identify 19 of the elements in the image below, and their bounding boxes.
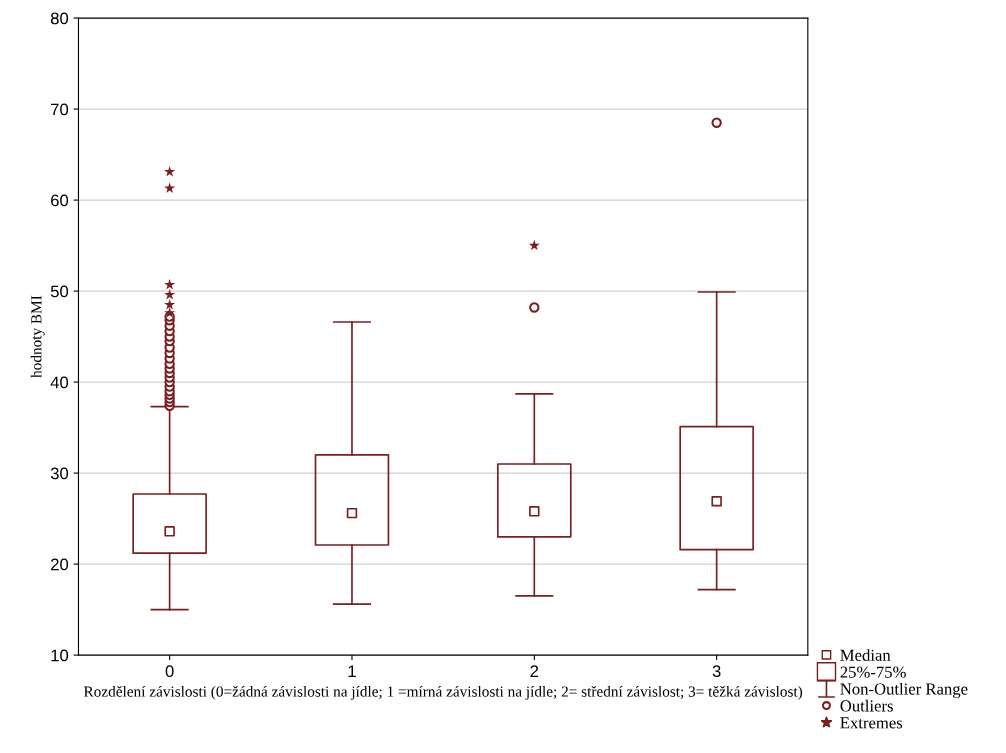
y-tick-label: 60	[51, 194, 69, 207]
y-tick-label: 70	[51, 103, 69, 116]
y-axis-title: hodnoty BMI	[30, 295, 45, 378]
y-tick-label: 40	[50, 376, 69, 389]
y-tick-label: 20	[51, 558, 69, 571]
y-tick-label: 80	[50, 12, 69, 25]
y-tick-label: 10	[51, 649, 69, 662]
x-tick-label: 2	[530, 665, 539, 677]
legend-label: Extremes	[840, 717, 903, 729]
x-tick-label: 3	[712, 665, 721, 678]
y-tick-label: 50	[50, 285, 69, 298]
x-tick-label: 1	[348, 665, 356, 677]
y-tick-label: 30	[50, 467, 69, 480]
text: 25%-75%	[840, 666, 906, 678]
text: Outliers	[840, 699, 893, 712]
x-axis-title: Rozdělení závislosti (0=žádná závislosti na jídle; 1 =mírná závislosti na jídle; 2= střední závislost; 3= těžká závislost)	[83, 685, 803, 700]
text: Non-Outlier Range	[840, 682, 968, 699]
text: Median	[840, 649, 891, 661]
x-tick-label: 0	[165, 665, 174, 678]
